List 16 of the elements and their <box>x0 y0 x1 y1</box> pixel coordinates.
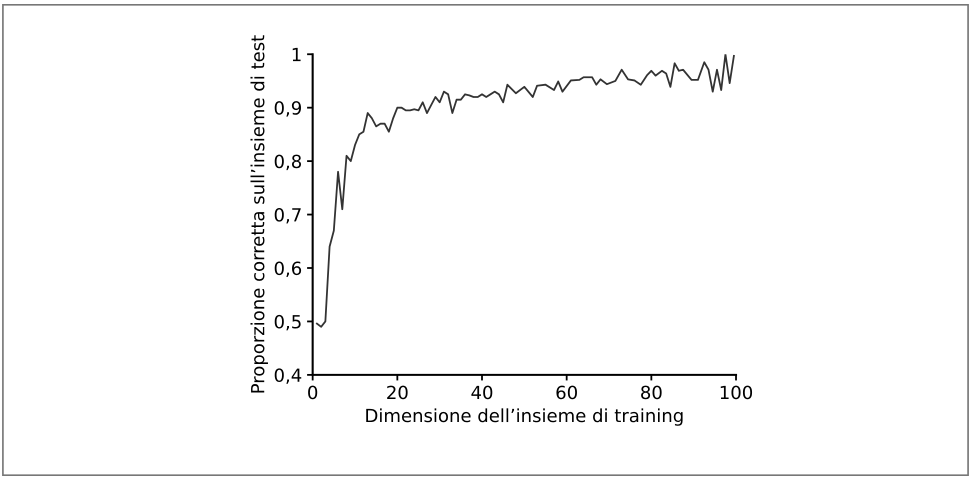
y-tick-label: 0,8 <box>274 154 302 170</box>
y-tick-label: 0,9 <box>274 101 301 117</box>
y-tick-label: 0,5 <box>274 314 301 330</box>
y-tick-label: 1 <box>292 48 301 62</box>
y-axis-title: Proporzione corretta sull’insieme di test <box>250 35 268 393</box>
x-tick-label: 20 <box>387 386 408 400</box>
y-tick-label: 0,6 <box>274 261 302 277</box>
x-tick-label: 100 <box>720 386 752 400</box>
x-tick-label: 80 <box>641 386 662 400</box>
x-tick-label: 40 <box>471 386 492 400</box>
x-axis-title: Dimensione dell’insieme di training <box>366 408 683 426</box>
y-tick-label: 0,4 <box>274 368 302 384</box>
line-series <box>316 54 735 328</box>
y-tick-label: 0,7 <box>274 208 301 224</box>
x-tick-label: 0 <box>308 386 318 400</box>
x-tick-label: 60 <box>556 386 577 400</box>
